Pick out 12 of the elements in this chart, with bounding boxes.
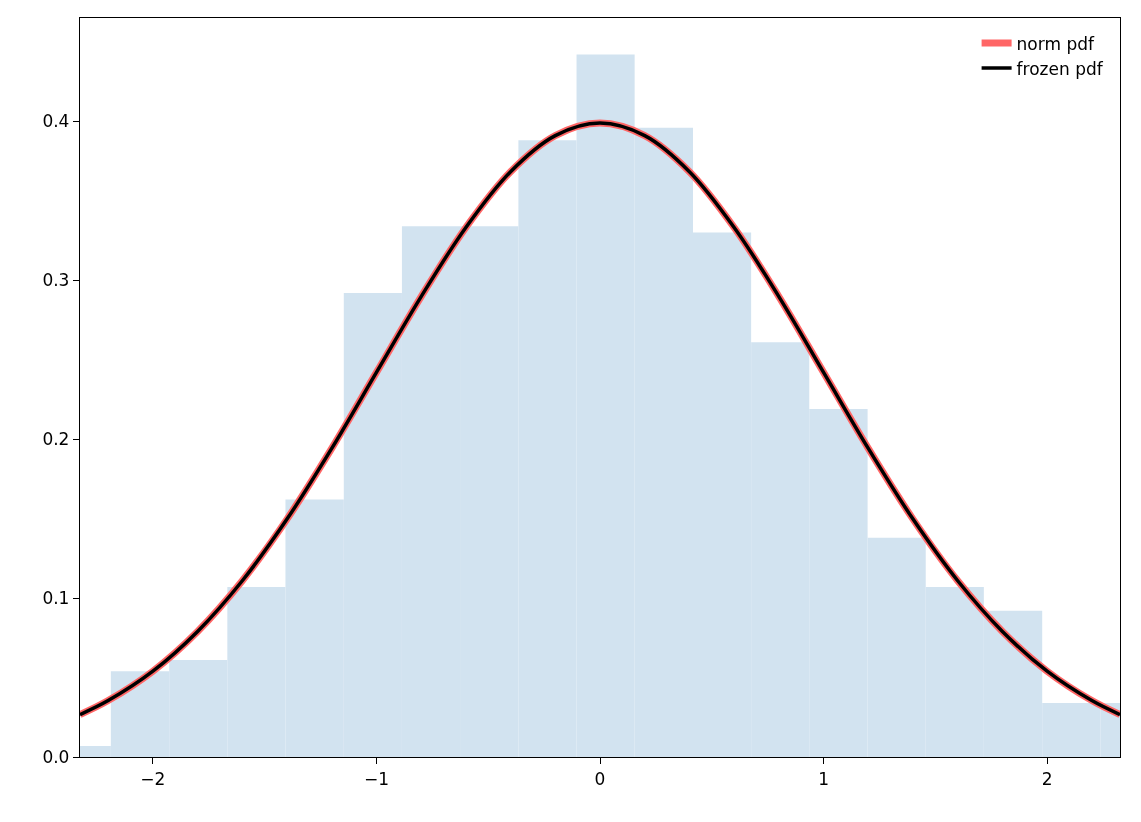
x-tick-label: 2: [1041, 768, 1053, 789]
y-tick-label: 0.3: [42, 270, 70, 291]
y-tick-label: 0.0: [42, 746, 70, 767]
x-tick-label: 0: [594, 768, 606, 789]
x-tick-label: −2: [140, 768, 166, 789]
y-tick-label: 0.1: [42, 588, 70, 609]
legend-label: frozen pdf: [1016, 58, 1104, 79]
legend-label: norm pdf: [1016, 33, 1096, 54]
x-tick-label: −1: [363, 768, 389, 789]
y-tick-label: 0.2: [42, 429, 70, 450]
y-tick-label: 0.4: [42, 111, 70, 132]
x-tick-label: 1: [818, 768, 829, 789]
